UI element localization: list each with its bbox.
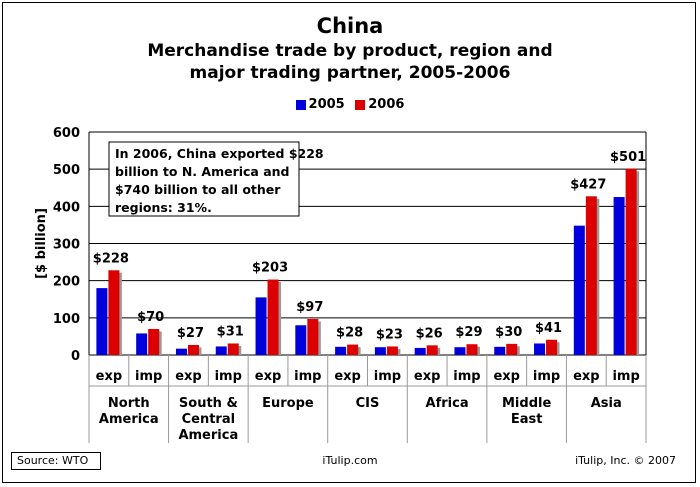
bar-2006 xyxy=(148,328,160,355)
bar-2005 xyxy=(136,333,148,355)
category-label: imp xyxy=(135,369,162,384)
data-label: $203 xyxy=(252,261,288,276)
chart-subtitle-line1: Merchandise trade by product, region and xyxy=(147,41,553,61)
region-label: North xyxy=(108,396,150,411)
region-label: America xyxy=(178,428,238,443)
legend-swatch-2006 xyxy=(355,99,366,110)
legend-swatch-2005 xyxy=(295,99,306,110)
legend-label-2006: 2006 xyxy=(368,97,405,112)
category-label: exp xyxy=(255,369,282,384)
bar-2006 xyxy=(227,343,239,355)
bar-2006 xyxy=(625,168,637,355)
annotation-line: In 2006, China exported $228 xyxy=(115,146,324,161)
y-tick-label: 300 xyxy=(53,238,80,253)
category-label: exp xyxy=(414,369,441,384)
y-tick-label: 200 xyxy=(53,275,80,290)
bar-2005 xyxy=(573,225,585,355)
region-label: South & xyxy=(179,396,238,411)
bar-2005 xyxy=(335,346,347,355)
annotation-line: $740 billion to all other xyxy=(115,182,281,197)
region-label: CIS xyxy=(356,396,380,411)
source-note: Source: WTO xyxy=(11,452,101,470)
bar-2006 xyxy=(347,344,359,355)
region-label: East xyxy=(511,412,543,427)
bar-2006 xyxy=(267,279,279,355)
category-label: imp xyxy=(215,369,242,384)
bar-2005 xyxy=(295,325,307,355)
bar-2005 xyxy=(494,346,506,355)
data-label: $31 xyxy=(217,324,244,339)
copyright-note: iTulip, Inc. © 2007 xyxy=(575,454,676,467)
category-label: imp xyxy=(612,369,639,384)
region-label: Asia xyxy=(591,396,622,411)
legend-item-2006: 2006 xyxy=(355,97,404,112)
category-label: imp xyxy=(453,369,480,384)
bar-2006 xyxy=(426,345,438,355)
region-label: America xyxy=(99,412,159,427)
y-tick-label: 0 xyxy=(71,349,80,364)
bar-2005 xyxy=(175,348,187,355)
bar-2006 xyxy=(585,196,597,355)
data-label: $23 xyxy=(376,327,403,342)
category-label: imp xyxy=(294,369,321,384)
site-credit: iTulip.com xyxy=(322,454,378,467)
bar-2005 xyxy=(534,343,546,355)
data-label: $41 xyxy=(535,321,562,336)
data-label: $228 xyxy=(93,251,129,266)
data-label: $70 xyxy=(137,310,164,325)
bar-2005 xyxy=(454,347,466,355)
bar-2005 xyxy=(215,346,227,355)
y-tick-label: 500 xyxy=(53,163,80,178)
data-label: $97 xyxy=(296,300,323,315)
annotation-line: billion to N. America and xyxy=(115,164,290,179)
y-tick-label: 100 xyxy=(53,312,80,327)
bar-2006 xyxy=(108,270,120,355)
bar-2005 xyxy=(96,288,108,355)
category-label: exp xyxy=(493,369,520,384)
category-label: exp xyxy=(96,369,123,384)
category-label: exp xyxy=(175,369,202,384)
annotation-box xyxy=(108,141,300,217)
data-label: $427 xyxy=(570,177,606,192)
category-label: exp xyxy=(334,369,361,384)
data-label: $29 xyxy=(455,325,482,340)
bar-2005 xyxy=(414,347,426,355)
legend-label-2005: 2005 xyxy=(308,97,345,112)
category-label: exp xyxy=(573,369,600,384)
bar-2006 xyxy=(546,339,558,355)
bar-2006 xyxy=(187,344,199,355)
bar-2006 xyxy=(307,318,319,355)
data-label: $30 xyxy=(495,325,522,340)
category-label: imp xyxy=(533,369,560,384)
y-axis-title: [$ billion] xyxy=(34,208,49,279)
data-label: $501 xyxy=(610,150,646,165)
category-label: imp xyxy=(374,369,401,384)
region-label: Middle xyxy=(502,396,551,411)
legend-item-2005: 2005 xyxy=(295,97,345,112)
y-tick-label: 400 xyxy=(53,200,80,215)
data-label: $28 xyxy=(336,326,363,341)
region-label: Europe xyxy=(262,396,314,411)
chart-legend: 2005 2006 xyxy=(0,97,700,114)
y-tick-label: 600 xyxy=(53,126,80,141)
data-label: $27 xyxy=(177,326,204,341)
annotation-line: regions: 31%. xyxy=(115,200,212,215)
bar-2006 xyxy=(506,343,518,355)
annotation-text: In 2006, China exported $228 billion to N… xyxy=(115,146,324,215)
region-label: Africa xyxy=(426,396,469,411)
chart-title: China xyxy=(316,14,384,38)
data-label: $26 xyxy=(416,326,443,341)
region-label: Central xyxy=(182,412,235,427)
chart-frame xyxy=(2,2,696,483)
bar-2006 xyxy=(466,344,478,355)
chart-subtitle-line2: major trading partner, 2005-2006 xyxy=(189,63,511,83)
bar-2005 xyxy=(255,297,267,355)
bar-2005 xyxy=(613,197,625,355)
bar-2005 xyxy=(374,347,386,355)
bar-2006 xyxy=(386,346,398,355)
